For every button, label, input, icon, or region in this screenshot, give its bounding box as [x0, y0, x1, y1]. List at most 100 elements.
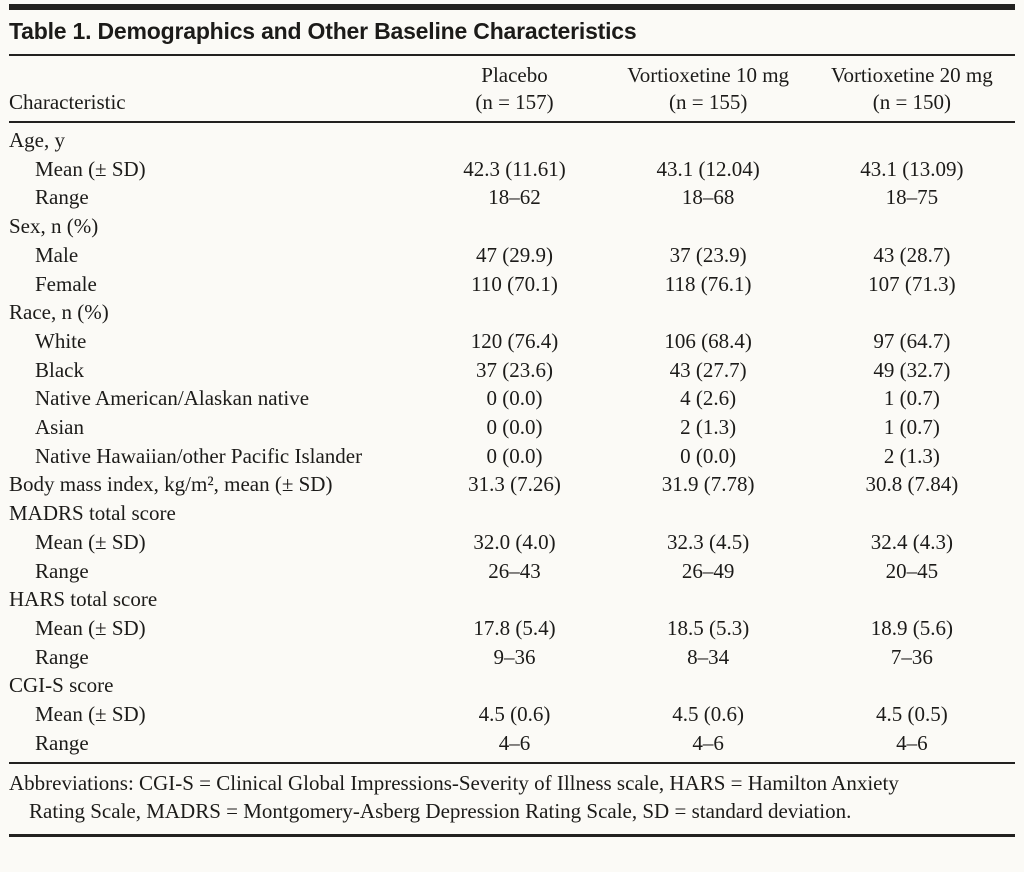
group-n: (n = 155)	[668, 90, 748, 114]
row-label: Sex, n (%)	[9, 214, 99, 239]
cell-value: 37 (23.9)	[669, 242, 747, 267]
cell-value: 31.9 (7.78)	[661, 472, 755, 497]
row-label: Mean (± SD)	[35, 529, 146, 554]
cell-value: 18–68	[681, 185, 735, 210]
cell-value: 106 (68.4)	[664, 328, 752, 353]
cell-value: 4.5 (0.5)	[876, 702, 948, 727]
table-row: Female 110 (70.1) 118 (76.1) 107 (71.3)	[9, 270, 1015, 299]
table-row: Body mass index, kg/m², mean (± SD) 31.3 …	[9, 470, 1015, 499]
cell-value: 97 (64.7)	[873, 328, 951, 353]
cell-value: 42.3 (11.61)	[463, 156, 566, 181]
table-row: Range 9–36 8–34 7–36	[9, 643, 1015, 672]
cell-value: 17.8 (5.4)	[473, 615, 556, 640]
table-row: Native Hawaiian/other Pacific Islander 0 …	[9, 442, 1015, 471]
cell-value: 4.5 (0.6)	[672, 702, 745, 727]
cell-value: 47 (29.9)	[476, 242, 553, 267]
cell-value: 107 (71.3)	[868, 271, 956, 296]
table-header: Characteristic Placebo (n = 157) Vortiox…	[9, 56, 1015, 123]
cell-value: 0 (0.0)	[486, 415, 543, 440]
cell-value: 18.9 (5.6)	[870, 615, 953, 640]
cell-value: 4–6	[692, 730, 724, 755]
row-label: Body mass index, kg/m², mean (± SD)	[9, 472, 333, 497]
row-label: Range	[35, 185, 89, 210]
row-label: Race, n (%)	[9, 300, 109, 325]
table-row: Age, y	[9, 122, 1015, 155]
cell-value	[421, 585, 607, 614]
column-header-placebo: Placebo (n = 157)	[421, 56, 608, 123]
column-header-characteristic: Characteristic	[9, 56, 422, 123]
cell-value: 7–36	[890, 644, 933, 669]
table-row: Range 4–6 4–6 4–6	[9, 729, 1015, 763]
column-header-vortioxetine-20mg: Vortioxetine 20 mg (n = 150)	[808, 56, 1015, 123]
cell-value	[421, 122, 607, 155]
column-header-vortioxetine-10mg: Vortioxetine 10 mg (n = 155)	[607, 56, 809, 123]
table-row: Sex, n (%)	[9, 212, 1015, 241]
table-row: Asian 0 (0.0) 2 (1.3) 1 (0.7)	[9, 413, 1015, 442]
cell-value	[421, 671, 607, 700]
row-label: Range	[35, 730, 89, 755]
row-label: Range	[35, 644, 89, 669]
cell-value: 37 (23.6)	[476, 357, 553, 382]
cell-value	[809, 298, 1015, 327]
cell-value: 49 (32.7)	[873, 357, 951, 382]
cell-value	[608, 212, 809, 241]
cell-value: 1 (0.7)	[883, 415, 940, 440]
cell-value	[608, 298, 809, 327]
cell-value: 2 (1.3)	[883, 443, 940, 468]
row-label: Female	[35, 271, 97, 296]
table-row: HARS total score	[9, 585, 1015, 614]
row-label: HARS total score	[9, 587, 158, 612]
cell-value: 1 (0.7)	[883, 386, 940, 411]
row-label: Mean (± SD)	[35, 702, 146, 727]
cell-value: 18–75	[885, 185, 939, 210]
cell-value	[809, 585, 1015, 614]
cell-value	[608, 499, 809, 528]
table-row: Mean (± SD) 17.8 (5.4) 18.5 (5.3) 18.9 (5.6…	[9, 614, 1015, 643]
cell-value: 43.1 (12.04)	[656, 156, 760, 181]
cell-value: 26–49	[681, 558, 735, 583]
table-row: MADRS total score	[9, 499, 1015, 528]
group-name: Vortioxetine 10 mg	[627, 63, 790, 87]
row-label: MADRS total score	[9, 501, 176, 526]
row-label: Native American/Alaskan native	[35, 386, 310, 411]
cell-value: 31.3 (7.26)	[468, 472, 561, 497]
table-row: Native American/Alaskan native 0 (0.0) 4 (…	[9, 384, 1015, 413]
row-label: Asian	[35, 415, 84, 440]
cell-value	[809, 671, 1015, 700]
cell-value	[608, 671, 809, 700]
cell-value	[608, 122, 809, 155]
row-label: Mean (± SD)	[35, 615, 146, 640]
cell-value	[421, 499, 607, 528]
cell-value: 110 (70.1)	[471, 271, 558, 296]
cell-value: 8–34	[687, 644, 730, 669]
table-row: White 120 (76.4) 106 (68.4) 97 (64.7)	[9, 327, 1015, 356]
cell-value: 120 (76.4)	[470, 328, 559, 353]
row-label: CGI-S score	[9, 673, 114, 698]
cell-value: 9–36	[493, 644, 536, 669]
header-row: Characteristic Placebo (n = 157) Vortiox…	[9, 56, 1015, 123]
table-row: Black 37 (23.6) 43 (27.7) 49 (32.7)	[9, 356, 1015, 385]
cell-value: 0 (0.0)	[680, 443, 737, 468]
row-label: Age, y	[9, 128, 65, 152]
cell-value: 26–43	[488, 558, 541, 583]
cell-value: 0 (0.0)	[486, 443, 543, 468]
table-row: Mean (± SD) 42.3 (11.61) 43.1 (12.04) 43.1 …	[9, 155, 1015, 184]
table-row: Male 47 (29.9) 37 (23.9) 43 (28.7)	[9, 241, 1015, 270]
table-row: Race, n (%)	[9, 298, 1015, 327]
cell-value: 18.5 (5.3)	[667, 615, 750, 640]
cell-value: 32.0 (4.0)	[473, 529, 556, 554]
cell-value	[421, 212, 607, 241]
cell-value: 43 (27.7)	[669, 357, 747, 382]
row-label: Black	[35, 357, 84, 382]
cell-value: 4 (2.6)	[680, 386, 737, 411]
cell-value: 30.8 (7.84)	[865, 472, 959, 497]
row-label: White	[35, 328, 87, 353]
cell-value	[809, 122, 1015, 155]
cell-value	[809, 499, 1015, 528]
cell-value: 43 (28.7)	[873, 242, 951, 267]
top-rule	[9, 4, 1015, 10]
cell-value	[608, 585, 809, 614]
cell-value	[809, 212, 1015, 241]
paper-table-figure: Table 1. Demographics and Other Baseline…	[0, 4, 1024, 838]
cell-value: 2 (1.3)	[680, 415, 737, 440]
